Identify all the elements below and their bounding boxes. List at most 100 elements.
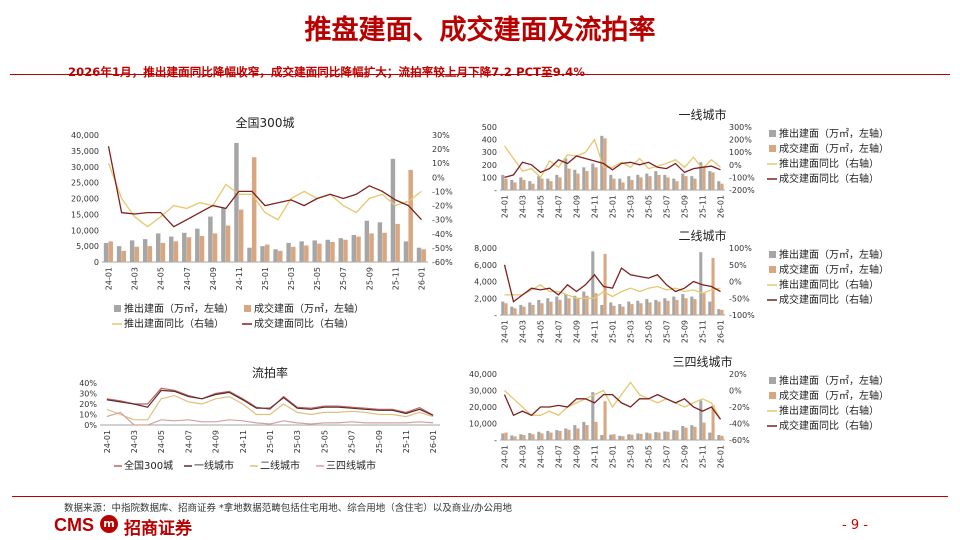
bar-mark xyxy=(618,435,622,440)
x-tick-label: 24-01 xyxy=(103,430,112,453)
bar-mark xyxy=(519,304,523,315)
bar-mark xyxy=(582,167,586,190)
bar-mark xyxy=(325,239,330,262)
x-tick-label: 24-11 xyxy=(591,445,600,468)
bar-mark xyxy=(225,225,231,262)
bar-mark xyxy=(549,432,553,440)
x-tick-label: 25-09 xyxy=(681,195,690,218)
bar-mark xyxy=(513,308,517,315)
legend-swatch xyxy=(769,377,776,384)
bar-mark xyxy=(343,239,348,262)
series-line xyxy=(504,381,722,420)
series-line xyxy=(106,394,434,421)
bar-mark xyxy=(708,171,712,190)
bar-mark xyxy=(567,298,571,315)
x-tick-label: 24-11 xyxy=(239,430,248,453)
chart-tier2: 二线城市 - 2,000 4,000 6,000 8,000 -100% -50% 0% 50% 1… xyxy=(474,228,889,343)
y-tick-label: 300 xyxy=(482,148,497,157)
bar-mark xyxy=(603,253,607,315)
bar-mark xyxy=(501,301,505,315)
bar-mark xyxy=(531,183,535,190)
bar-mark xyxy=(591,163,595,190)
bar-mark xyxy=(147,246,153,262)
bar-mark xyxy=(618,304,622,315)
bar-mark xyxy=(702,293,706,315)
bar-mark xyxy=(657,432,661,440)
x-tick-label: 25-07 xyxy=(348,430,357,453)
bar-mark xyxy=(576,173,580,190)
series-line xyxy=(107,162,422,228)
bar-mark xyxy=(531,304,535,315)
legend-swatch xyxy=(769,266,776,273)
bar-mark xyxy=(609,302,613,315)
bar-mark xyxy=(630,179,634,190)
bar-mark xyxy=(681,294,685,315)
bar-mark xyxy=(564,294,568,315)
bar-mark xyxy=(657,301,661,315)
bar-mark xyxy=(672,178,676,190)
bar-mark xyxy=(573,169,577,190)
chart-title: 三四线城市 xyxy=(672,354,732,369)
x-tick-label: 25-05 xyxy=(645,195,654,218)
bar-mark xyxy=(549,301,553,315)
x-tick-label: 26-01 xyxy=(429,430,438,453)
bar-mark xyxy=(513,182,517,190)
bar-mark xyxy=(657,174,661,190)
bar-mark xyxy=(567,429,571,440)
chart-title: 一线城市 xyxy=(678,107,726,122)
legend-label: 推出建面（万㎡，左轴） xyxy=(779,248,889,261)
legend-label: 二线城市 xyxy=(260,459,300,472)
y-tick-label: - xyxy=(494,186,497,195)
series-line xyxy=(504,155,721,179)
y-tick-label: 400 xyxy=(482,136,497,145)
bar-mark xyxy=(621,436,625,440)
legend-swatch xyxy=(244,305,251,312)
y2-tick-label: -100% xyxy=(729,311,755,320)
y2-tick-label: -50% xyxy=(729,294,750,303)
source-note: 数据来源：中指院数据库、招商证券 *拿地数据范畴包括住宅用地、综合用地（含住宅）… xyxy=(64,503,512,514)
y-tick-label: 20,000 xyxy=(71,195,99,204)
bar-mark xyxy=(221,208,226,262)
bar-mark xyxy=(663,174,667,190)
bar-mark xyxy=(672,430,676,440)
series-line xyxy=(503,393,722,420)
bar-mark xyxy=(286,242,291,262)
bar-mark xyxy=(636,433,640,440)
x-tick-label: 25-11 xyxy=(699,445,708,468)
x-tick-label: 25-01 xyxy=(261,267,270,290)
x-tick-label: 24-03 xyxy=(519,320,528,343)
bar-mark xyxy=(702,167,706,190)
y2-tick-label: 0% xyxy=(729,161,742,170)
bar-mark xyxy=(182,232,187,262)
bar-mark xyxy=(666,177,670,190)
bar-mark xyxy=(573,295,577,315)
bar-mark xyxy=(600,304,604,315)
bar-mark xyxy=(199,235,205,262)
x-tick-label: 25-09 xyxy=(365,267,374,290)
bar-mark xyxy=(693,299,697,315)
bar-mark xyxy=(377,222,383,262)
legend-label: 推出建面同比（右轴） xyxy=(779,404,879,417)
legend-label: 推出建面同比（右轴） xyxy=(124,317,224,330)
legend-label: 成交建面同比（右轴） xyxy=(779,172,879,185)
bar-mark xyxy=(639,177,643,190)
bar-mark xyxy=(522,306,526,315)
bar-mark xyxy=(116,246,122,262)
series-line xyxy=(106,411,434,426)
bar-mark xyxy=(546,178,550,190)
x-tick-label: 24-07 xyxy=(555,445,564,468)
subtitle-text: 2026年1月，推出建面同比降幅收窄，成交建面同比降幅扩大；流拍率较上月下降7.… xyxy=(68,65,585,79)
bar-mark xyxy=(169,236,174,262)
bar-mark xyxy=(690,296,694,315)
bar-mark xyxy=(675,430,679,440)
bar-mark xyxy=(351,235,357,262)
bar-mark xyxy=(711,258,715,315)
bar-mark xyxy=(195,228,200,262)
bar-mark xyxy=(540,303,544,315)
bar-mark xyxy=(564,158,568,190)
bar-mark xyxy=(708,432,712,440)
legend-label: 推出建面（万㎡，左轴） xyxy=(779,127,889,140)
x-tick-label: 24-03 xyxy=(130,430,139,453)
y-tick-label: 10,000 xyxy=(469,420,497,429)
bar-mark xyxy=(699,400,703,440)
